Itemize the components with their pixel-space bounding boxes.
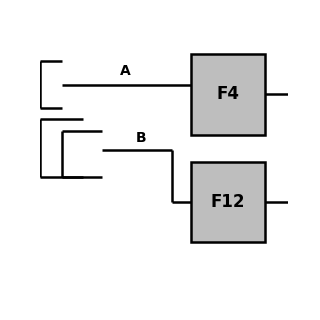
Text: F4: F4: [216, 85, 239, 103]
Text: A: A: [120, 64, 131, 78]
Bar: [191, 162, 265, 243]
Text: F12: F12: [211, 193, 245, 211]
Text: B: B: [135, 131, 146, 145]
Bar: [191, 54, 265, 135]
